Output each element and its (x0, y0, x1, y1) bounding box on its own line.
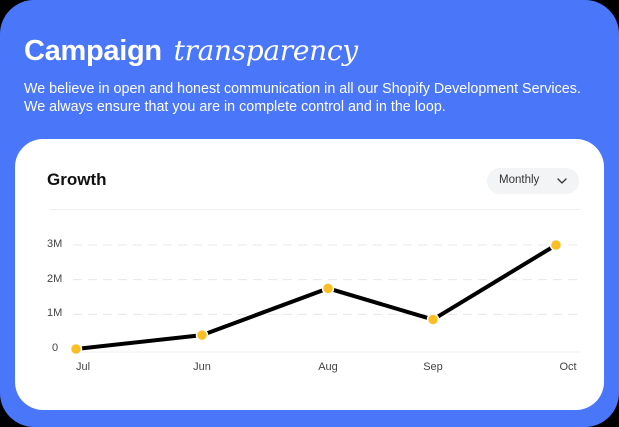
data-point-marker[interactable] (321, 282, 335, 295)
y-tick-label: 2M (47, 272, 63, 285)
x-tick-label: Aug (318, 361, 338, 373)
title-italic: transparency (173, 34, 359, 67)
title-bold: Campaign (24, 35, 162, 67)
panel-title: Campaign transparency (24, 34, 358, 68)
data-point-marker[interactable] (195, 328, 209, 342)
x-tick-label: Jun (193, 361, 211, 373)
chart-title: Growth (47, 170, 107, 189)
y-tick-label: 0 (52, 342, 59, 354)
growth-line-chart (69, 238, 580, 356)
period-dropdown[interactable]: Monthly (487, 168, 579, 194)
growth-line (75, 243, 558, 351)
y-tick-label: 3M (47, 238, 63, 250)
y-tick-label: 1M (47, 307, 63, 320)
x-tick-label: Sep (423, 361, 443, 373)
x-tick-label: Oct (559, 361, 577, 373)
data-point-marker[interactable] (69, 342, 83, 356)
x-tick-label: Jul (75, 361, 91, 373)
growth-chart-card: Growth Monthly 0 1M 2M 3M Jul Jun Aug Sep Oct (15, 139, 604, 410)
chevron-down-icon (557, 178, 567, 184)
data-point-marker[interactable] (426, 313, 440, 326)
period-dropdown-label: Monthly (499, 174, 540, 186)
panel-description: We believe in open and honest communicat… (24, 81, 581, 115)
data-point-marker[interactable] (549, 238, 563, 252)
header-divider (50, 209, 580, 210)
